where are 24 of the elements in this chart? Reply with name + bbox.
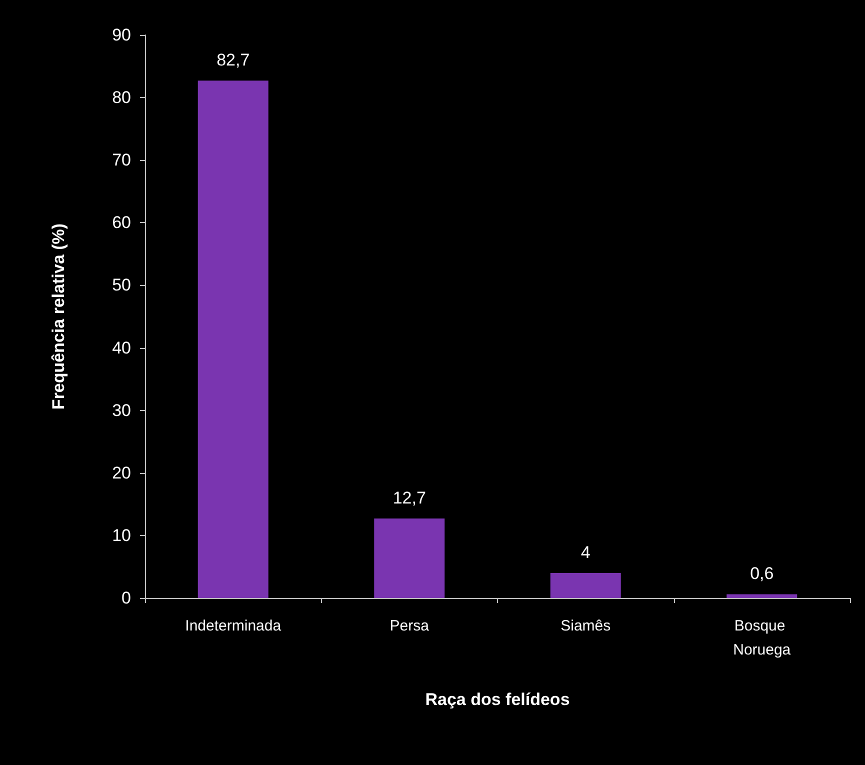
y-tick-label: 20 <box>112 463 131 482</box>
x-axis-title: Raça dos felídeos <box>425 690 570 709</box>
data-label: 12,7 <box>392 488 426 508</box>
x-tick-label: Indeterminada <box>185 618 282 634</box>
y-tick-label: 50 <box>112 276 131 295</box>
x-tick-label: Bosque Noruega <box>733 618 792 658</box>
y-tick-label: 30 <box>112 400 131 420</box>
y-tick-label: 60 <box>112 213 131 232</box>
y-axis-title: Frequência relativa (%) <box>49 223 68 410</box>
y-tick-label: 10 <box>112 526 131 545</box>
bar <box>198 80 268 598</box>
y-tick-label: 90 <box>112 26 131 44</box>
y-tick-label: 70 <box>112 150 131 170</box>
data-label: 82,7 <box>216 50 250 70</box>
bar <box>374 518 445 598</box>
bar <box>550 572 621 598</box>
y-tick-label: 0 <box>122 588 131 608</box>
y-tick-label: 80 <box>112 88 131 108</box>
data-label: 0,6 <box>750 564 774 584</box>
bar <box>726 594 798 598</box>
x-tick-label: Siamês <box>560 618 611 634</box>
y-tick-label: 40 <box>112 338 131 358</box>
x-tick-label: Persa <box>390 618 430 634</box>
data-label: 4 <box>580 542 590 562</box>
